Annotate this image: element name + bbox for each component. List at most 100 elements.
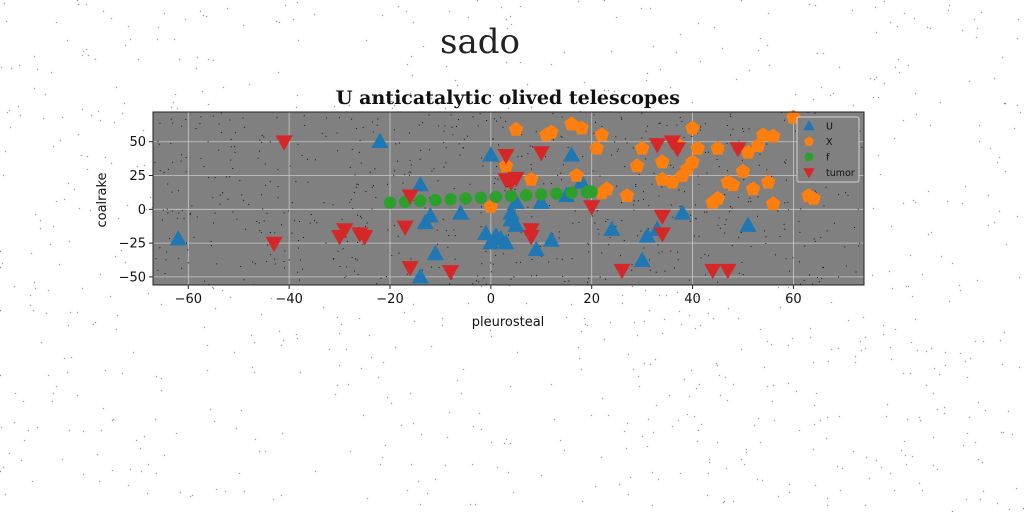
plot-speckle-dot — [838, 193, 840, 195]
plot-speckle-dot — [269, 181, 271, 183]
point-f — [489, 190, 503, 204]
plot-speckle-dot — [596, 210, 598, 212]
plot-speckle-dot — [356, 259, 358, 261]
plot-speckle-dot — [861, 146, 863, 148]
plot-speckle-dot — [166, 208, 168, 210]
plot-speckle-dot — [700, 126, 702, 128]
plot-speckle-dot — [357, 214, 359, 216]
plot-speckle-dot — [297, 271, 299, 273]
point-X — [745, 181, 761, 196]
plot-speckle-dot — [337, 250, 339, 252]
point-tumor — [401, 261, 419, 277]
plot-speckle-dot — [591, 215, 593, 217]
plot-speckle-dot — [707, 151, 709, 153]
plot-speckle-dot — [323, 202, 325, 204]
plot-speckle-dot — [303, 115, 305, 117]
plot-speckle-dot — [649, 269, 651, 271]
x-tick-label: −40 — [275, 292, 302, 307]
plot-speckle-dot — [792, 257, 794, 259]
plot-speckle-dot — [739, 272, 741, 274]
plot-speckle-dot — [183, 218, 185, 220]
point-X — [725, 177, 741, 192]
plot-speckle-dot — [766, 143, 768, 145]
plot-speckle-dot — [172, 161, 174, 163]
plot-speckle-dot — [539, 245, 541, 247]
plot-speckle-dot — [741, 261, 743, 263]
plot-speckle-dot — [532, 146, 534, 148]
plot-speckle-dot — [385, 276, 387, 278]
plot-speckle-dot — [212, 115, 214, 117]
plot-speckle-dot — [741, 159, 743, 161]
plot-speckle-dot — [210, 245, 212, 247]
plot-speckle-dot — [500, 117, 502, 119]
plot-speckle-dot — [785, 159, 787, 161]
plot-speckle-dot — [560, 179, 562, 181]
plot-speckle-dot — [377, 118, 379, 120]
plot-speckle-dot — [380, 277, 382, 279]
point-U — [169, 230, 187, 246]
plot-speckle-dot — [757, 215, 759, 217]
plot-speckle-dot — [845, 265, 847, 267]
plot-speckle-dot — [219, 203, 221, 205]
plot-speckle-dot — [277, 197, 279, 199]
plot-speckle-dot — [365, 225, 367, 227]
point-U — [411, 175, 429, 192]
plot-speckle-dot — [445, 147, 447, 149]
plot-speckle-dot — [743, 130, 745, 132]
plot-speckle-dot — [451, 126, 453, 128]
plot-speckle-dot — [430, 266, 432, 268]
plot-speckle-dot — [717, 281, 719, 283]
plot-speckle-dot — [649, 259, 651, 261]
plot-speckle-dot — [731, 245, 733, 247]
plot-speckle-dot — [558, 231, 560, 233]
plot-speckle-dot — [718, 166, 720, 168]
plot-speckle-dot — [230, 159, 232, 161]
plot-speckle-dot — [395, 143, 397, 145]
plot-speckle-dot — [642, 191, 644, 193]
plot-speckle-dot — [356, 183, 358, 185]
plot-speckle-dot — [220, 131, 222, 133]
plot-speckle-dot — [785, 258, 787, 260]
plot-speckle-dot — [398, 142, 400, 144]
plot-speckle-dot — [220, 112, 222, 114]
plot-speckle-dot — [820, 237, 822, 239]
plot-speckle-dot — [216, 263, 218, 265]
plot-speckle-dot — [241, 194, 243, 196]
plot-speckle-dot — [277, 186, 279, 188]
point-U — [482, 146, 500, 162]
plot-speckle-dot — [288, 259, 290, 261]
plot-speckle-dot — [214, 177, 216, 179]
plot-speckle-dot — [284, 250, 286, 252]
plot-speckle-dot — [646, 125, 648, 127]
plot-speckle-dot — [812, 283, 814, 285]
point-X — [760, 174, 776, 189]
point-U — [426, 244, 444, 261]
data-marks — [169, 109, 821, 284]
point-tumor — [497, 148, 515, 165]
point-U — [603, 220, 621, 236]
plot-speckle-dot — [451, 278, 453, 280]
plot-speckle-dot — [360, 215, 362, 217]
plot-speckle-dot — [314, 220, 316, 222]
plot-speckle-dot — [823, 205, 825, 207]
point-X — [498, 158, 514, 173]
plot-speckle-dot — [695, 218, 697, 220]
point-U — [452, 204, 470, 220]
plot-speckle-dot — [372, 131, 374, 133]
plot-speckle-dot — [266, 244, 268, 246]
plot-speckle-dot — [688, 279, 690, 281]
plot-speckle-dot — [504, 190, 506, 192]
plot-speckle-dot — [764, 230, 766, 232]
plot-speckle-dot — [256, 221, 258, 223]
plot-speckle-dot — [531, 275, 533, 277]
plot-speckle-dot — [295, 181, 297, 183]
plot-speckle-dot — [195, 128, 197, 130]
point-U — [421, 207, 439, 223]
plot-speckle-dot — [276, 117, 278, 119]
plot-speckle-dot — [517, 156, 519, 158]
point-tumor — [719, 263, 737, 280]
plot-speckle-dot — [342, 248, 344, 250]
plot-speckle-dot — [218, 149, 220, 151]
plot-speckle-dot — [387, 229, 389, 231]
plot-speckle-dot — [274, 263, 276, 265]
